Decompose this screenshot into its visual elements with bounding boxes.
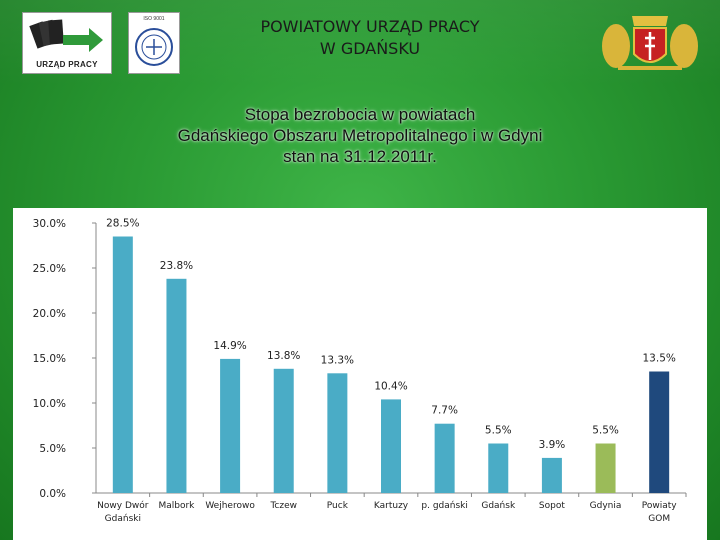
urzad-pracy-logo: URZĄD PRACY bbox=[22, 12, 112, 74]
chart-title: Stopa bezrobocia w powiatach Gdańskiego … bbox=[100, 104, 620, 167]
header-title-line1: POWIATOWY URZĄD PRACY bbox=[260, 17, 480, 36]
category-label: GOM bbox=[648, 514, 670, 524]
data-label: 23.8% bbox=[160, 260, 193, 272]
bar bbox=[541, 457, 562, 493]
header-band bbox=[0, 0, 720, 86]
coat-of-arms-icon bbox=[602, 16, 698, 70]
y-tick-label: 10.0% bbox=[33, 398, 66, 410]
data-label: 14.9% bbox=[213, 340, 246, 352]
category-label: Gdański bbox=[105, 514, 141, 524]
category-label: Nowy Dwór bbox=[97, 500, 149, 511]
chart-title-line3: stan na 31.12.2011r. bbox=[283, 147, 437, 166]
bar bbox=[381, 399, 401, 493]
data-label: 28.5% bbox=[106, 218, 139, 230]
data-label: 5.5% bbox=[592, 425, 619, 437]
logo-cards-arrow-icon bbox=[29, 19, 103, 52]
bar bbox=[166, 278, 187, 493]
bar bbox=[112, 236, 133, 493]
data-label: 13.8% bbox=[267, 350, 300, 362]
category-label: Puck bbox=[327, 501, 349, 511]
data-label: 5.5% bbox=[485, 425, 512, 437]
y-tick-label: 0.0% bbox=[39, 488, 66, 500]
gdansk-coat-of-arms bbox=[598, 10, 702, 76]
data-label: 3.9% bbox=[539, 439, 566, 451]
bar bbox=[595, 443, 616, 493]
category-label: Tczew bbox=[269, 501, 297, 511]
category-label: Wejherowo bbox=[205, 501, 255, 511]
iso-badge: ISO 9001 bbox=[128, 12, 180, 74]
y-tick-label: 15.0% bbox=[33, 353, 66, 365]
iso-seal-icon bbox=[135, 28, 173, 66]
data-label: 13.3% bbox=[321, 354, 354, 366]
category-label: p. gdański bbox=[421, 501, 467, 511]
bar bbox=[273, 368, 294, 493]
category-label: Powiaty bbox=[642, 501, 678, 511]
iso-text: ISO 9001 bbox=[143, 16, 165, 22]
category-label: Gdynia bbox=[590, 501, 622, 511]
data-label: 7.7% bbox=[431, 405, 458, 417]
logo-text: URZĄD PRACY bbox=[36, 60, 98, 69]
bar bbox=[488, 443, 509, 493]
y-tick-label: 5.0% bbox=[39, 443, 66, 455]
category-label: Malbork bbox=[158, 501, 195, 511]
bar bbox=[327, 373, 348, 493]
header-title-line2: W GDAŃSKU bbox=[319, 39, 421, 58]
header-title: POWIATOWY URZĄD PRACY W GDAŃSKU bbox=[200, 16, 540, 60]
category-label: Sopot bbox=[539, 501, 565, 511]
bar bbox=[220, 358, 241, 493]
bar bbox=[434, 423, 455, 493]
chart-title-line1: Stopa bezrobocia w powiatach bbox=[244, 105, 476, 124]
y-tick-label: 30.0% bbox=[33, 218, 66, 230]
data-label: 13.5% bbox=[643, 353, 676, 365]
bar bbox=[649, 371, 670, 493]
data-label: 10.4% bbox=[374, 380, 407, 392]
y-tick-label: 25.0% bbox=[33, 263, 66, 275]
chart-title-line2: Gdańskiego Obszaru Metropolitalnego i w … bbox=[177, 126, 543, 145]
category-label: Kartuzy bbox=[374, 501, 409, 511]
y-tick-label: 20.0% bbox=[33, 308, 66, 320]
category-label: Gdańsk bbox=[481, 501, 516, 511]
